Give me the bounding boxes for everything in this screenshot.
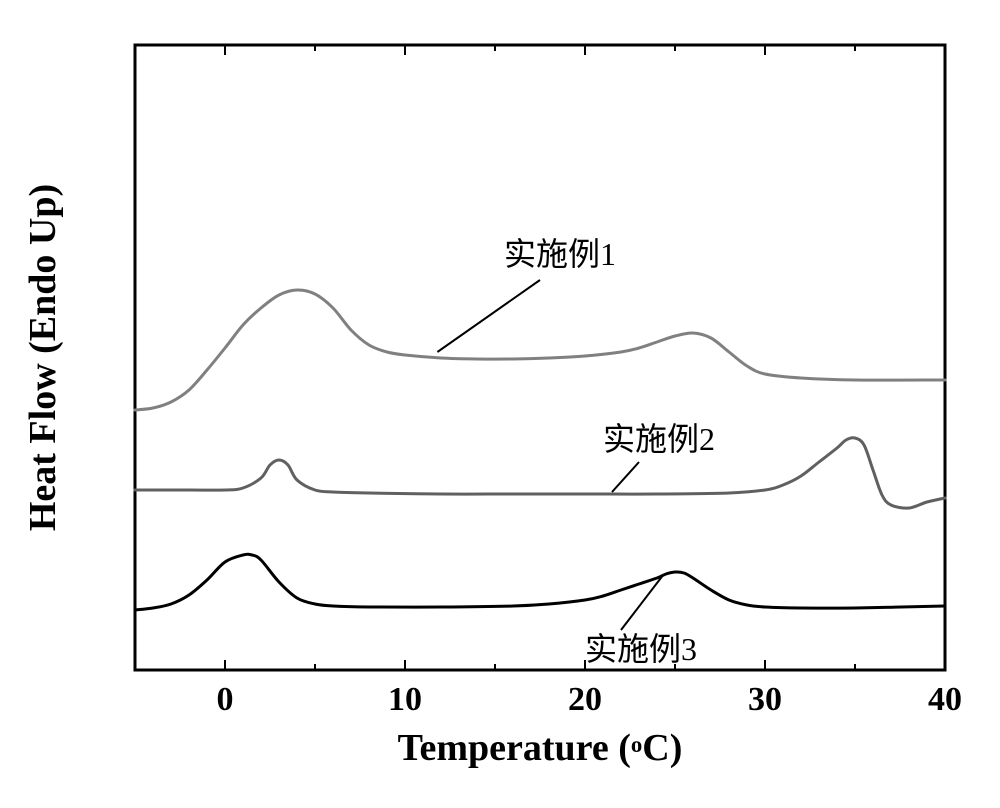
chart-svg: 0 10 20 30 40 Temperature (oC) Heat Flow (Endo… xyxy=(0,0,1000,808)
x-tick-label: 40 xyxy=(928,681,962,718)
series-example1 xyxy=(135,290,945,410)
series-example2 xyxy=(135,438,945,508)
annotation-leader-example1 xyxy=(437,280,540,352)
x-axis-label: Temperature (oC) xyxy=(398,727,683,769)
series-example3 xyxy=(135,554,945,610)
x-tick-label: 30 xyxy=(748,681,782,718)
annotation-label-example2: 实施例2 xyxy=(603,421,715,457)
annotation-leader-example2 xyxy=(612,462,639,492)
x-tick-label: 10 xyxy=(388,681,422,718)
x-tick-label: 20 xyxy=(568,681,602,718)
annotation-label-example1: 实施例1 xyxy=(504,236,616,272)
annotation-label-example3: 实施例3 xyxy=(585,631,697,667)
x-tick-label: 0 xyxy=(217,681,234,718)
y-axis-label: Heat Flow (Endo Up) xyxy=(22,184,64,531)
dsc-chart: 0 10 20 30 40 Temperature (oC) Heat Flow (Endo… xyxy=(0,0,1000,808)
